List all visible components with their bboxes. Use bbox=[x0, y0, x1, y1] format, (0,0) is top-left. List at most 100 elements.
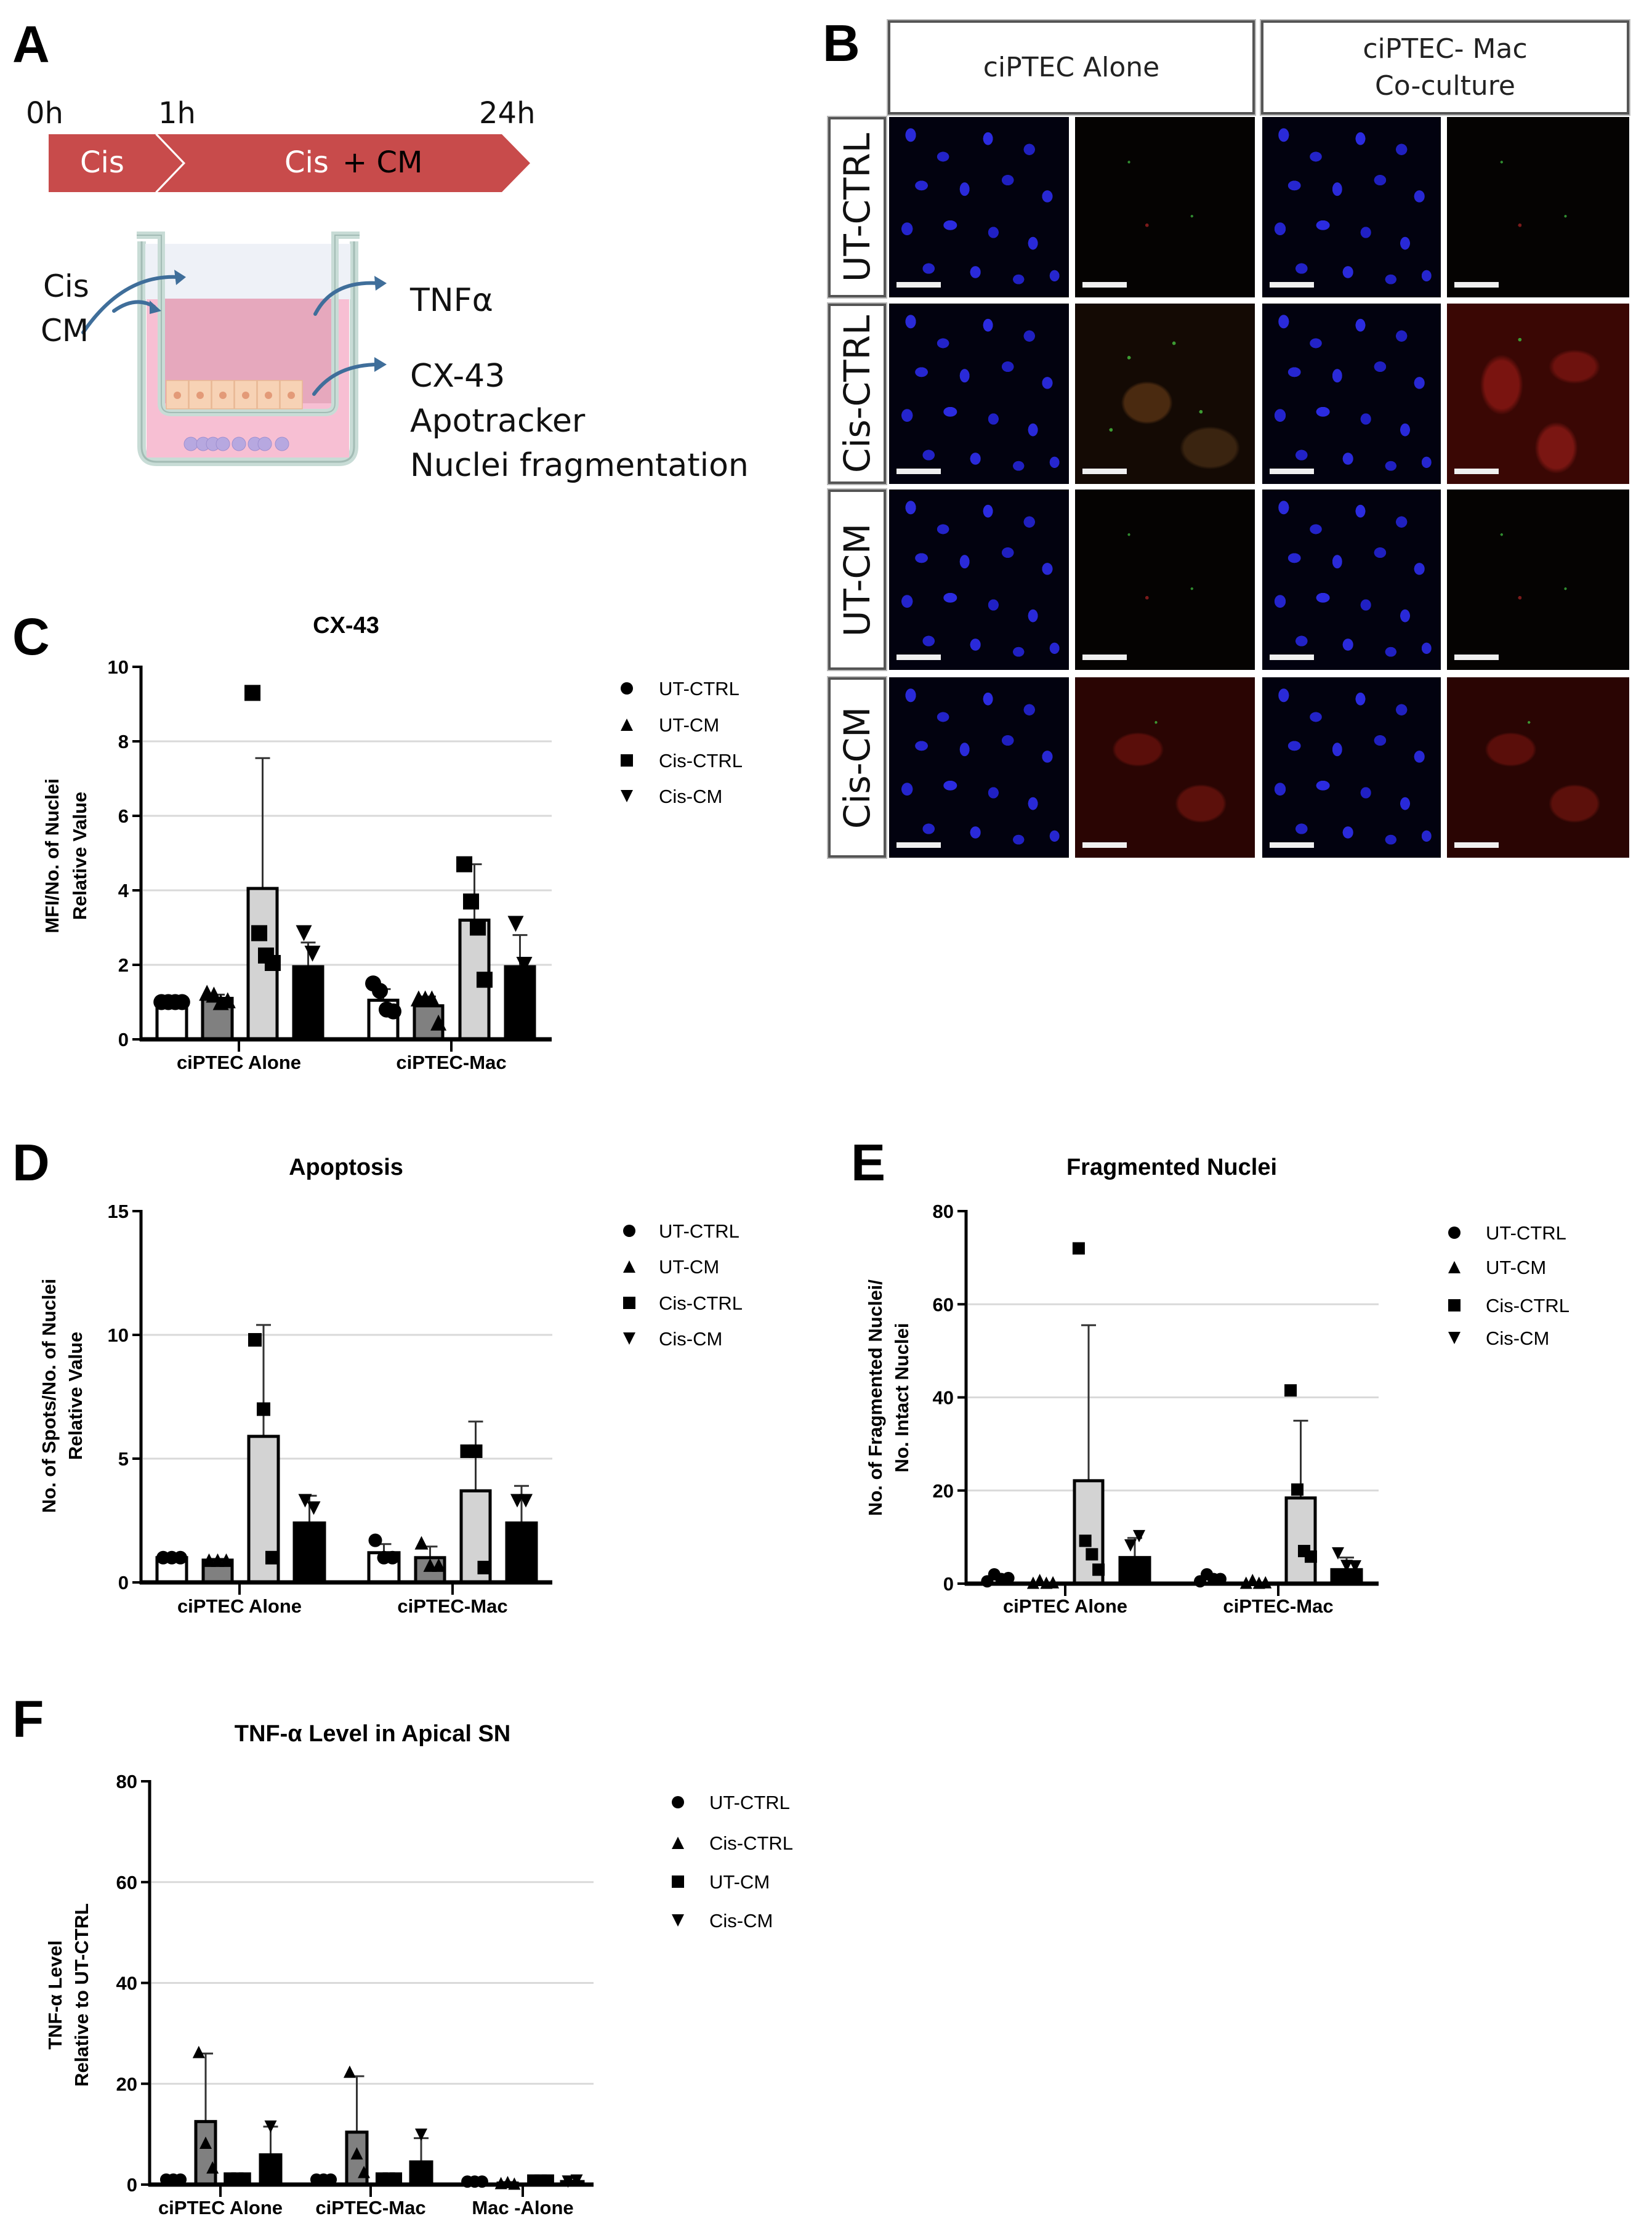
bar-cis-cm bbox=[259, 2153, 283, 2186]
data-point-square bbox=[469, 919, 486, 936]
y-tick-label: 10 bbox=[108, 656, 129, 678]
row-label-cis-ctrl: Cis-CTRL bbox=[828, 304, 886, 484]
data-point-triangle-down bbox=[562, 2175, 574, 2188]
timeline-divider bbox=[155, 134, 185, 193]
panel-letter-b: B bbox=[823, 14, 860, 72]
micrograph-stain bbox=[1075, 677, 1255, 858]
scale-bar bbox=[1270, 655, 1314, 660]
transwell-diagram bbox=[81, 232, 387, 466]
data-point-circle bbox=[174, 1550, 187, 1565]
timeline-tick-24h: 24h bbox=[479, 96, 536, 131]
y-tick-label: 10 bbox=[108, 1324, 129, 1346]
scale-bar bbox=[1454, 842, 1499, 848]
y-tick-label: 80 bbox=[933, 1201, 954, 1222]
scale-bar bbox=[1454, 655, 1499, 660]
data-point-square bbox=[623, 1297, 635, 1309]
data-point-triangle-down bbox=[1448, 1332, 1461, 1344]
data-point-circle bbox=[672, 1796, 684, 1808]
data-point-triangle-up bbox=[414, 1536, 429, 1550]
data-point-triangle-up bbox=[672, 1837, 684, 1849]
micrograph-stain bbox=[1075, 117, 1255, 297]
legend-item-label: UT-CTRL bbox=[659, 678, 739, 699]
output-label-apotracker: Apotracker bbox=[410, 403, 586, 440]
micrograph-dapi bbox=[889, 489, 1069, 670]
bar-cis-ctrl bbox=[194, 2120, 217, 2186]
x-category-label: Mac -Alone bbox=[472, 2197, 573, 2218]
legend-item-label: Cis-CTRL bbox=[659, 1292, 743, 1314]
scale-bar bbox=[1270, 469, 1314, 474]
data-point-triangle-up bbox=[206, 2161, 219, 2174]
y-tick-label: 20 bbox=[116, 2073, 137, 2095]
scale-bar bbox=[897, 282, 941, 288]
y-tick-label: 2 bbox=[118, 954, 129, 976]
data-point-square bbox=[1291, 1483, 1304, 1496]
x-category-label: ciPTEC-Mac bbox=[397, 1595, 507, 1617]
data-point-square bbox=[265, 1550, 279, 1565]
micrograph-dapi bbox=[1262, 304, 1441, 484]
data-point-triangle-up bbox=[424, 990, 440, 1007]
y-axis-label: MFI/No. of Nuclei bbox=[41, 778, 63, 933]
column-header-ciptec-mac: ciPTEC- Mac Co-culture bbox=[1261, 20, 1629, 115]
data-point-triangle-up bbox=[219, 992, 236, 1009]
panel-letter-c: C bbox=[12, 608, 50, 666]
data-point-triangle-up bbox=[202, 1553, 216, 1567]
data-point-square bbox=[456, 856, 473, 872]
y-axis-label: Relative to UT-CTRL bbox=[71, 1903, 92, 2087]
bar-cis-cm bbox=[504, 965, 536, 1041]
input-label-cis: Cis bbox=[43, 268, 89, 304]
legend-item-label: UT-CM bbox=[659, 714, 719, 736]
data-point-triangle-up bbox=[211, 1553, 225, 1567]
data-point-triangle-up bbox=[1448, 1261, 1461, 1273]
output-label-nuclei-fragmentation: Nuclei fragmentation bbox=[410, 447, 749, 484]
data-point-square bbox=[621, 754, 633, 767]
data-point-triangle-down bbox=[570, 2174, 583, 2187]
data-point-circle bbox=[621, 682, 633, 695]
data-point-square bbox=[469, 1444, 483, 1458]
micrograph-stain bbox=[1075, 489, 1255, 670]
micrograph-dapi bbox=[1262, 489, 1441, 670]
y-tick-label: 4 bbox=[118, 880, 129, 901]
data-point-square bbox=[251, 925, 268, 941]
row-label-ut-cm: UT-CM bbox=[828, 489, 886, 670]
chart-f: TNF-α Level in Apical SN 0 20 40 60 80 ciPTEC … bbox=[44, 1721, 793, 2218]
data-point-triangle-up bbox=[206, 986, 222, 1003]
x-category-label: ciPTEC-Mac bbox=[396, 1052, 506, 1073]
cx43-arrow-icon bbox=[312, 363, 381, 396]
y-tick-label: 40 bbox=[116, 1973, 137, 1994]
data-point-triangle-up bbox=[192, 2045, 205, 2058]
data-point-triangle-down bbox=[672, 1914, 684, 1927]
x-category-label: ciPTEC-Mac bbox=[1223, 1595, 1333, 1617]
data-point-square bbox=[1086, 1548, 1098, 1561]
data-point-triangle-up bbox=[343, 2065, 356, 2078]
y-tick-label: 80 bbox=[116, 1771, 137, 1792]
x-category-label: ciPTEC Alone bbox=[158, 2197, 283, 2218]
y-tick-label: 0 bbox=[118, 1029, 129, 1050]
data-point-triangle-down bbox=[415, 2128, 427, 2141]
data-point-triangle-down bbox=[1349, 1560, 1361, 1573]
bar-cis-cm bbox=[1118, 1556, 1151, 1585]
data-point-triangle-down bbox=[1332, 1547, 1344, 1560]
y-axis-label: No. of Fragmented Nuclei/ bbox=[864, 1279, 886, 1516]
chart-c: CX-43 0 2 4 6 8 10 ciPTEC Alone ciPTEC-Mac MFI/No… bbox=[41, 613, 743, 1073]
data-point-circle bbox=[623, 1225, 635, 1237]
data-point-triangle-up bbox=[430, 1014, 447, 1031]
legend-item-label: Cis-CTRL bbox=[1486, 1295, 1569, 1316]
x-category-label: ciPTEC Alone bbox=[177, 1595, 302, 1617]
legend-item-label: UT-CTRL bbox=[709, 1792, 790, 1813]
data-point-square bbox=[1092, 1563, 1105, 1576]
data-point-triangle-up bbox=[350, 2147, 363, 2160]
micrograph-dapi bbox=[1262, 677, 1441, 858]
data-point-square bbox=[672, 1875, 684, 1888]
x-category-label: ciPTEC-Mac bbox=[315, 2197, 425, 2218]
y-tick-label: 40 bbox=[933, 1387, 954, 1409]
data-point-triangle-down bbox=[510, 1494, 524, 1508]
data-point-triangle-up bbox=[199, 2137, 212, 2149]
legend-item-label: UT-CTRL bbox=[1486, 1222, 1566, 1244]
micrograph-stain bbox=[1447, 489, 1629, 670]
scale-bar bbox=[1270, 282, 1314, 288]
data-point-triangle-up bbox=[623, 1260, 635, 1273]
data-point-circle bbox=[1448, 1227, 1461, 1239]
legend-item-label: Cis-CTRL bbox=[709, 1832, 793, 1854]
data-point-triangle-up bbox=[358, 2165, 371, 2178]
